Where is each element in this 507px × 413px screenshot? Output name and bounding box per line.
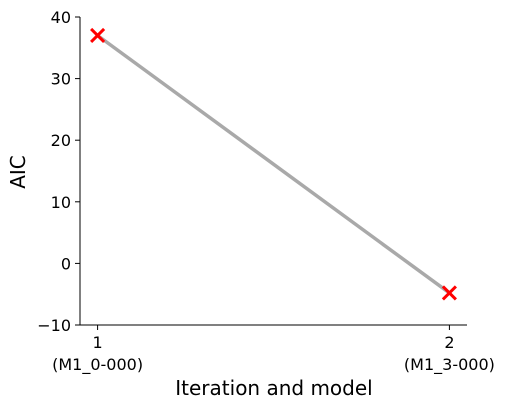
y-ticks: −10 0 10 20 30 40	[37, 8, 80, 335]
y-tick-label: −10	[37, 316, 71, 335]
y-axis-label: AIC	[6, 155, 30, 189]
x-ticks: 1 (M1_0-000) 2 (M1_3-000)	[52, 325, 495, 375]
x-tick-label: 2	[444, 333, 454, 352]
data-point-marker	[441, 285, 457, 301]
y-tick-label: 20	[51, 131, 71, 150]
x-tick-sublabel: (M1_3-000)	[404, 355, 495, 375]
axes	[79, 17, 467, 326]
y-tick-label: 0	[61, 254, 71, 273]
marker-stroke	[90, 27, 106, 44]
x-axis-label: Iteration and model	[175, 376, 372, 400]
data-point-marker	[90, 27, 106, 44]
y-tick-label: 10	[51, 193, 71, 212]
y-tick-label: 40	[51, 8, 71, 27]
marker-stroke	[441, 285, 457, 301]
series-line	[96, 34, 451, 295]
y-tick-label: 30	[51, 70, 71, 89]
x-tick-label: 1	[92, 333, 102, 352]
series	[90, 27, 457, 301]
x-tick-sublabel: (M1_0-000)	[52, 355, 143, 375]
